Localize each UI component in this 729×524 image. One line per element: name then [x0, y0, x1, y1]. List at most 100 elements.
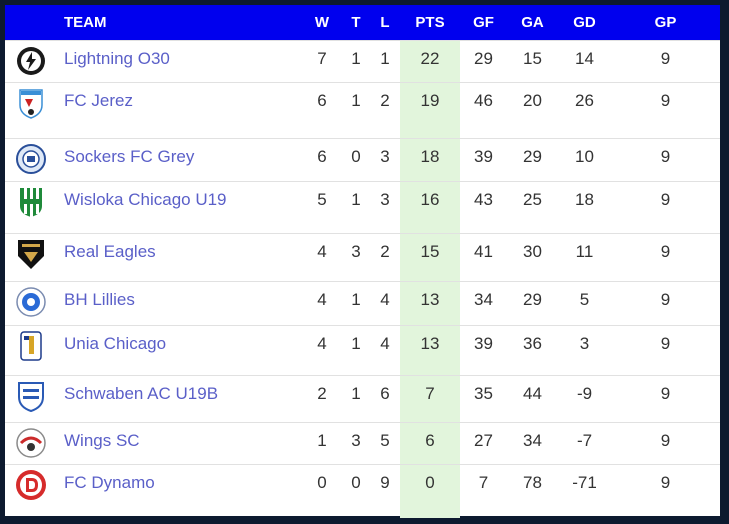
standings-panel: TEAM W T L PTS GF GA GD GP Lightning O30… — [5, 5, 720, 518]
cell-goal-difference: 14 — [575, 48, 594, 68]
team-name-link[interactable]: Sockers FC Grey — [64, 146, 195, 166]
cell-ties: 1 — [351, 189, 361, 209]
header-goals-for[interactable]: GF — [473, 13, 494, 31]
header-wins[interactable]: W — [314, 13, 330, 31]
cell-goals-against: 78 — [523, 472, 542, 492]
cell-goal-difference: 18 — [575, 189, 594, 209]
table-row: Lightning O30 7 1 1 22 29 15 14 9 — [5, 40, 720, 82]
table-row: Schwaben AC U19B 2 1 6 7 35 44 -9 9 — [5, 375, 720, 422]
standings-table: TEAM W T L PTS GF GA GD GP Lightning O30… — [5, 5, 720, 518]
header-points[interactable]: PTS — [415, 13, 445, 31]
team-logo-cell — [5, 40, 57, 82]
cell-ties: 0 — [351, 146, 361, 166]
header-losses[interactable]: L — [380, 13, 390, 31]
cell-games-played: 9 — [660, 383, 671, 403]
team-name-link[interactable]: Wings SC — [64, 430, 140, 450]
cell-ties: 1 — [351, 90, 361, 110]
cell-goal-difference: -9 — [576, 383, 593, 403]
cell-goals-for: 46 — [474, 90, 493, 110]
cell-goals-against: 29 — [523, 289, 542, 309]
cell-games-played: 9 — [660, 90, 671, 110]
header-row: TEAM W T L PTS GF GA GD GP — [5, 5, 720, 40]
table-row: Real Eagles 4 3 2 15 41 30 11 9 — [5, 233, 720, 281]
cell-goal-difference: 5 — [579, 289, 590, 309]
table-row: Wings SC 1 3 5 6 27 34 -7 9 — [5, 422, 720, 464]
cell-games-played: 9 — [660, 189, 671, 209]
cell-wins: 4 — [317, 241, 327, 261]
cell-goals-against: 20 — [523, 90, 542, 110]
cell-points: 13 — [400, 281, 460, 325]
cell-wins: 0 — [317, 472, 327, 492]
header-team[interactable]: TEAM — [64, 13, 107, 31]
cell-wins: 6 — [317, 90, 327, 110]
cell-ties: 0 — [351, 472, 361, 492]
cell-losses: 5 — [380, 430, 390, 450]
cell-ties: 1 — [351, 383, 361, 403]
cell-goals-against: 15 — [523, 48, 542, 68]
team-name-link[interactable]: Schwaben AC U19B — [64, 383, 219, 403]
cell-goals-for: 34 — [474, 289, 493, 309]
cell-goals-for: 39 — [474, 146, 493, 166]
table-row: FC Dynamo 0 0 9 0 7 78 -71 9 — [5, 464, 720, 518]
cell-wins: 1 — [317, 430, 327, 450]
cell-goals-against: 34 — [523, 430, 542, 450]
team-name-link[interactable]: Unia Chicago — [64, 333, 167, 353]
team-logo-cell — [5, 138, 57, 181]
cell-goals-for: 7 — [478, 472, 489, 492]
cell-points: 18 — [400, 138, 460, 181]
cell-wins: 6 — [317, 146, 327, 166]
team-name-link[interactable]: Lightning O30 — [64, 48, 170, 68]
wings-sc-badge-icon — [15, 427, 47, 463]
cell-ties: 1 — [351, 333, 361, 353]
cell-goal-difference: 3 — [579, 333, 590, 353]
cell-goals-for: 27 — [474, 430, 493, 450]
team-logo-cell — [5, 82, 57, 138]
unia-chicago-badge-icon — [15, 330, 47, 366]
table-row: Wisloka Chicago U19 5 1 3 16 43 25 18 9 — [5, 181, 720, 233]
fc-dynamo-badge-icon — [15, 469, 47, 505]
header-goals-against[interactable]: GA — [521, 13, 544, 31]
cell-ties: 3 — [351, 241, 361, 261]
team-name-link[interactable]: BH Lillies — [64, 289, 135, 309]
cell-points: 16 — [400, 181, 460, 233]
cell-losses: 9 — [380, 472, 390, 492]
cell-goals-against: 44 — [523, 383, 542, 403]
header-goal-difference[interactable]: GD — [573, 13, 596, 31]
table-row: FC Jerez 6 1 2 19 46 20 26 9 — [5, 82, 720, 138]
cell-points: 15 — [400, 233, 460, 281]
cell-ties: 1 — [351, 289, 361, 309]
cell-points: 6 — [400, 422, 460, 464]
cell-ties: 3 — [351, 430, 361, 450]
cell-points: 13 — [400, 325, 460, 375]
table-row: BH Lillies 4 1 4 13 34 29 5 9 — [5, 281, 720, 325]
schwaben-badge-icon — [15, 381, 47, 416]
team-logo-cell — [5, 464, 57, 518]
cell-games-played: 9 — [660, 146, 671, 166]
header-games-played[interactable]: GP — [654, 13, 677, 31]
cell-losses: 2 — [380, 90, 390, 110]
cell-wins: 4 — [317, 333, 327, 353]
team-logo-cell — [5, 181, 57, 233]
cell-goals-against: 30 — [523, 241, 542, 261]
team-name-link[interactable]: FC Dynamo — [64, 472, 155, 492]
header-ties[interactable]: T — [351, 13, 361, 31]
cell-goals-for: 29 — [474, 48, 493, 68]
cell-goals-for: 41 — [474, 241, 493, 261]
team-name-link[interactable]: Real Eagles — [64, 241, 156, 261]
team-name-link[interactable]: FC Jerez — [64, 90, 133, 110]
cell-goals-against: 29 — [523, 146, 542, 166]
team-logo-cell — [5, 281, 57, 325]
cell-losses: 3 — [380, 146, 390, 166]
cell-goals-for: 39 — [474, 333, 493, 353]
cell-points: 7 — [400, 375, 460, 422]
cell-points: 19 — [400, 82, 460, 138]
cell-games-played: 9 — [660, 430, 671, 450]
cell-losses: 2 — [380, 241, 390, 261]
cell-goal-difference: -7 — [576, 430, 593, 450]
cell-losses: 1 — [380, 48, 390, 68]
cell-goal-difference: -71 — [572, 472, 597, 492]
team-logo-cell — [5, 233, 57, 281]
team-name-link[interactable]: Wisloka Chicago U19 — [64, 189, 227, 209]
table-row: Unia Chicago 4 1 4 13 39 36 3 9 — [5, 325, 720, 375]
cell-goals-against: 36 — [523, 333, 542, 353]
